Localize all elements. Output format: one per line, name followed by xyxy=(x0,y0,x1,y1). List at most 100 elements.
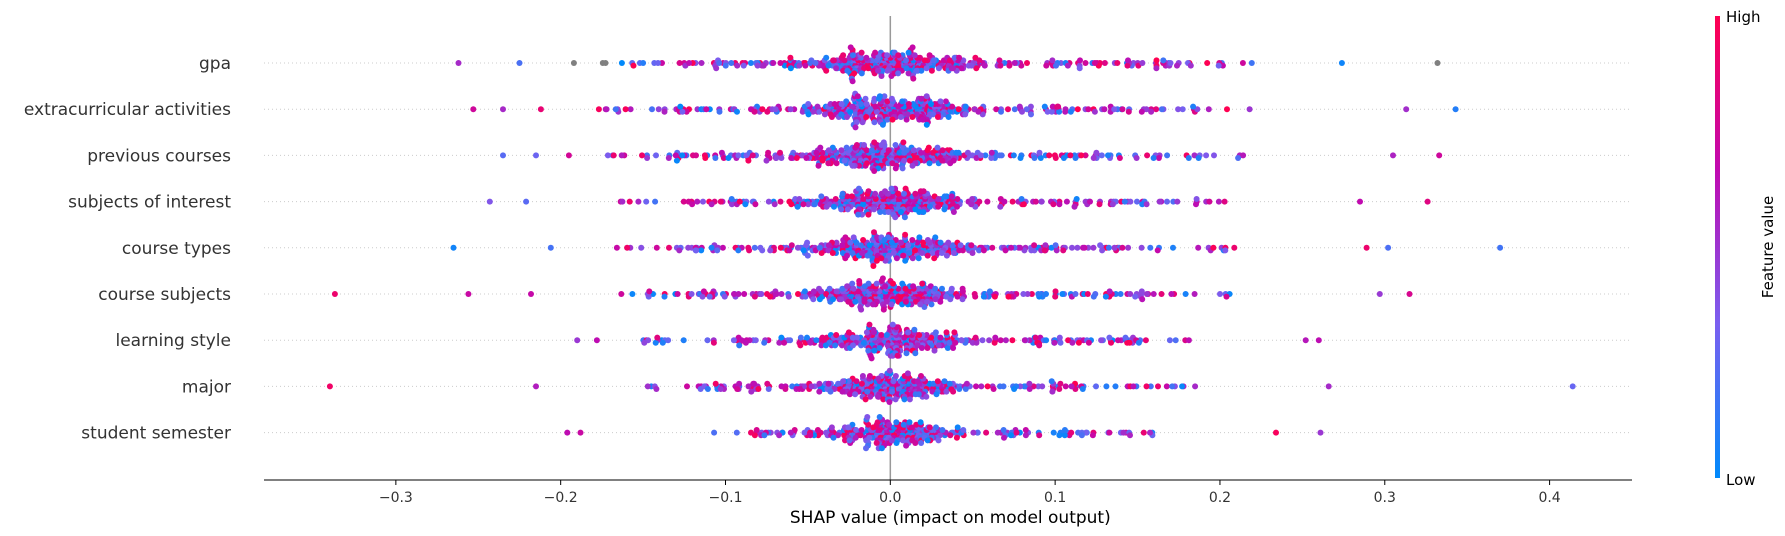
shap-point xyxy=(920,188,927,195)
shap-point xyxy=(761,339,768,346)
shap-point xyxy=(858,427,865,433)
feature-label: extracurricular activities xyxy=(24,100,231,120)
shap-point xyxy=(800,201,807,208)
shap-point xyxy=(866,373,873,379)
shap-point xyxy=(778,155,785,161)
shap-point xyxy=(1051,339,1058,346)
shap-point xyxy=(1036,432,1043,439)
shap-point xyxy=(997,203,1004,210)
shap-point xyxy=(852,434,859,441)
shap-point xyxy=(816,380,823,387)
shap-point xyxy=(903,442,910,449)
shap-point xyxy=(841,57,848,64)
shap-point xyxy=(680,198,687,205)
shap-point xyxy=(787,54,794,61)
shap-point xyxy=(912,391,919,398)
shap-point xyxy=(884,52,891,59)
shap-point xyxy=(886,421,892,428)
shap-point xyxy=(326,383,333,390)
shap-point xyxy=(1017,383,1024,390)
shap-point xyxy=(929,250,936,256)
shap-point xyxy=(1140,429,1147,436)
shap-point xyxy=(1155,155,1162,161)
shap-point xyxy=(950,209,957,215)
shap-point xyxy=(1179,383,1186,390)
shap-point xyxy=(844,283,851,290)
shap-point xyxy=(916,332,923,338)
shap-point xyxy=(878,255,885,262)
shap-point xyxy=(1235,155,1242,161)
shap-point xyxy=(720,155,727,161)
shap-point xyxy=(1139,60,1146,66)
shap-point xyxy=(937,98,944,105)
shap-point xyxy=(778,334,785,341)
shap-point xyxy=(785,293,792,300)
shap-point xyxy=(1357,198,1363,205)
shap-point xyxy=(1022,427,1029,433)
shap-point xyxy=(924,437,931,444)
shap-point xyxy=(796,62,803,69)
shap-point xyxy=(1106,429,1113,436)
shap-point xyxy=(1028,247,1035,254)
shap-point xyxy=(1056,108,1063,115)
shap-point xyxy=(644,383,651,390)
shap-point xyxy=(851,70,858,77)
shap-point xyxy=(930,111,936,118)
shap-point xyxy=(673,157,680,164)
shap-point xyxy=(823,54,830,61)
shap-point xyxy=(807,339,814,346)
shap-point xyxy=(665,155,672,161)
shap-point xyxy=(871,347,878,354)
shap-point xyxy=(1024,60,1030,66)
shap-point xyxy=(843,98,850,105)
shap-point xyxy=(741,291,748,297)
shap-point xyxy=(839,285,846,292)
shap-point xyxy=(856,278,863,284)
shap-point xyxy=(1078,432,1085,439)
shap-point xyxy=(1041,103,1048,110)
shap-point xyxy=(905,242,912,249)
shap-point xyxy=(1240,152,1247,159)
shap-point xyxy=(1167,60,1174,66)
shap-point xyxy=(1317,429,1324,436)
shap-point xyxy=(983,429,990,436)
shap-point xyxy=(935,437,942,444)
shap-point xyxy=(921,57,928,64)
feature-label: course types xyxy=(122,239,231,259)
shap-point xyxy=(1093,383,1099,390)
shap-point xyxy=(920,239,927,246)
shap-point xyxy=(853,119,860,126)
shap-point xyxy=(1153,106,1160,113)
shap-point xyxy=(831,203,837,210)
shap-point xyxy=(595,106,602,113)
shap-point xyxy=(1168,291,1175,297)
shap-point xyxy=(937,298,944,305)
shap-point xyxy=(1111,244,1118,251)
shap-point xyxy=(916,234,923,241)
shap-point xyxy=(883,332,890,338)
shap-point xyxy=(946,380,953,387)
shap-point xyxy=(1179,106,1186,113)
shap-point xyxy=(996,57,1003,64)
shap-point xyxy=(833,332,840,338)
shap-point xyxy=(821,111,828,118)
shap-point xyxy=(1023,106,1030,113)
shap-point xyxy=(1072,291,1079,297)
shap-point xyxy=(862,396,869,403)
shap-point xyxy=(973,155,980,161)
shap-point xyxy=(903,116,910,123)
shap-point xyxy=(640,60,647,66)
shap-point xyxy=(863,54,870,61)
shap-point xyxy=(805,101,812,107)
shap-point xyxy=(866,434,873,441)
shap-point xyxy=(840,378,847,385)
shap-point xyxy=(685,244,692,251)
shap-point xyxy=(653,386,660,392)
shap-point xyxy=(626,198,633,205)
shap-point xyxy=(859,250,866,256)
shap-point xyxy=(1106,334,1113,341)
shap-point xyxy=(897,114,904,120)
shap-point xyxy=(547,244,554,251)
shap-point xyxy=(686,60,693,66)
shap-point xyxy=(1011,60,1018,66)
